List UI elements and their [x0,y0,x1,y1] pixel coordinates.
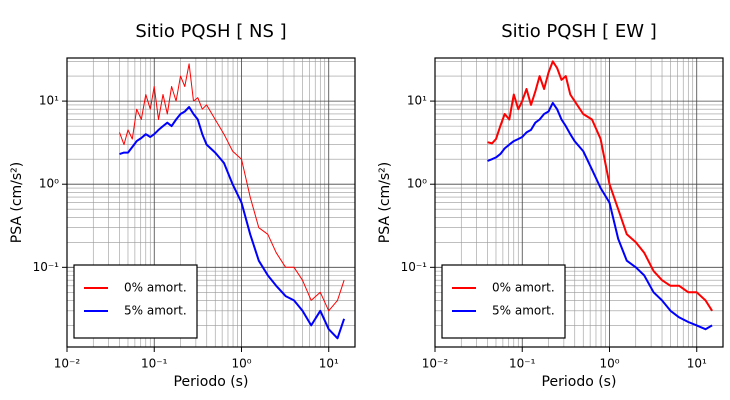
plot-frame [434,57,724,348]
chart-title: Sitio PQSH [ NS ] [135,21,286,42]
y-tick-label: 10⁻¹ [33,260,60,274]
x-axis-label: Periodo (s) [542,374,617,390]
legend-label: 0% amort. [492,281,555,295]
x-tick-label: 10¹ [687,357,707,371]
y-tick-label: 10¹ [39,94,59,108]
x-tick-label: 10¹ [319,357,339,371]
y-axis-label: PSA (cm/s²) [9,162,25,244]
x-axis-label: Periodo (s) [174,374,249,390]
y-tick-label: 10⁰ [39,177,59,191]
x-tick-label: 10⁻¹ [141,357,168,371]
legend-box [73,264,198,339]
legend-box [441,264,566,339]
legend-label: 5% amort. [124,304,187,318]
x-tick-label: 10⁻² [54,357,81,371]
plot-frame [66,57,356,348]
x-tick-label: 10⁻¹ [509,357,536,371]
x-tick-label: 10⁰ [599,357,619,371]
series-line [119,63,345,312]
x-tick-label: 10⁻² [422,357,449,371]
x-tick-label: 10⁰ [231,357,251,371]
y-tick-label: 10¹ [407,94,427,108]
y-tick-label: 10⁰ [407,177,427,191]
series-line [487,101,713,331]
y-tick-label: 10⁻¹ [401,260,428,274]
chart-title: Sitio PQSH [ EW ] [501,21,657,42]
series-line [119,106,346,340]
legend-label: 0% amort. [124,281,187,295]
legend-label: 5% amort. [492,304,555,318]
series-line [487,60,713,312]
y-axis-label: PSA (cm/s²) [377,162,393,244]
